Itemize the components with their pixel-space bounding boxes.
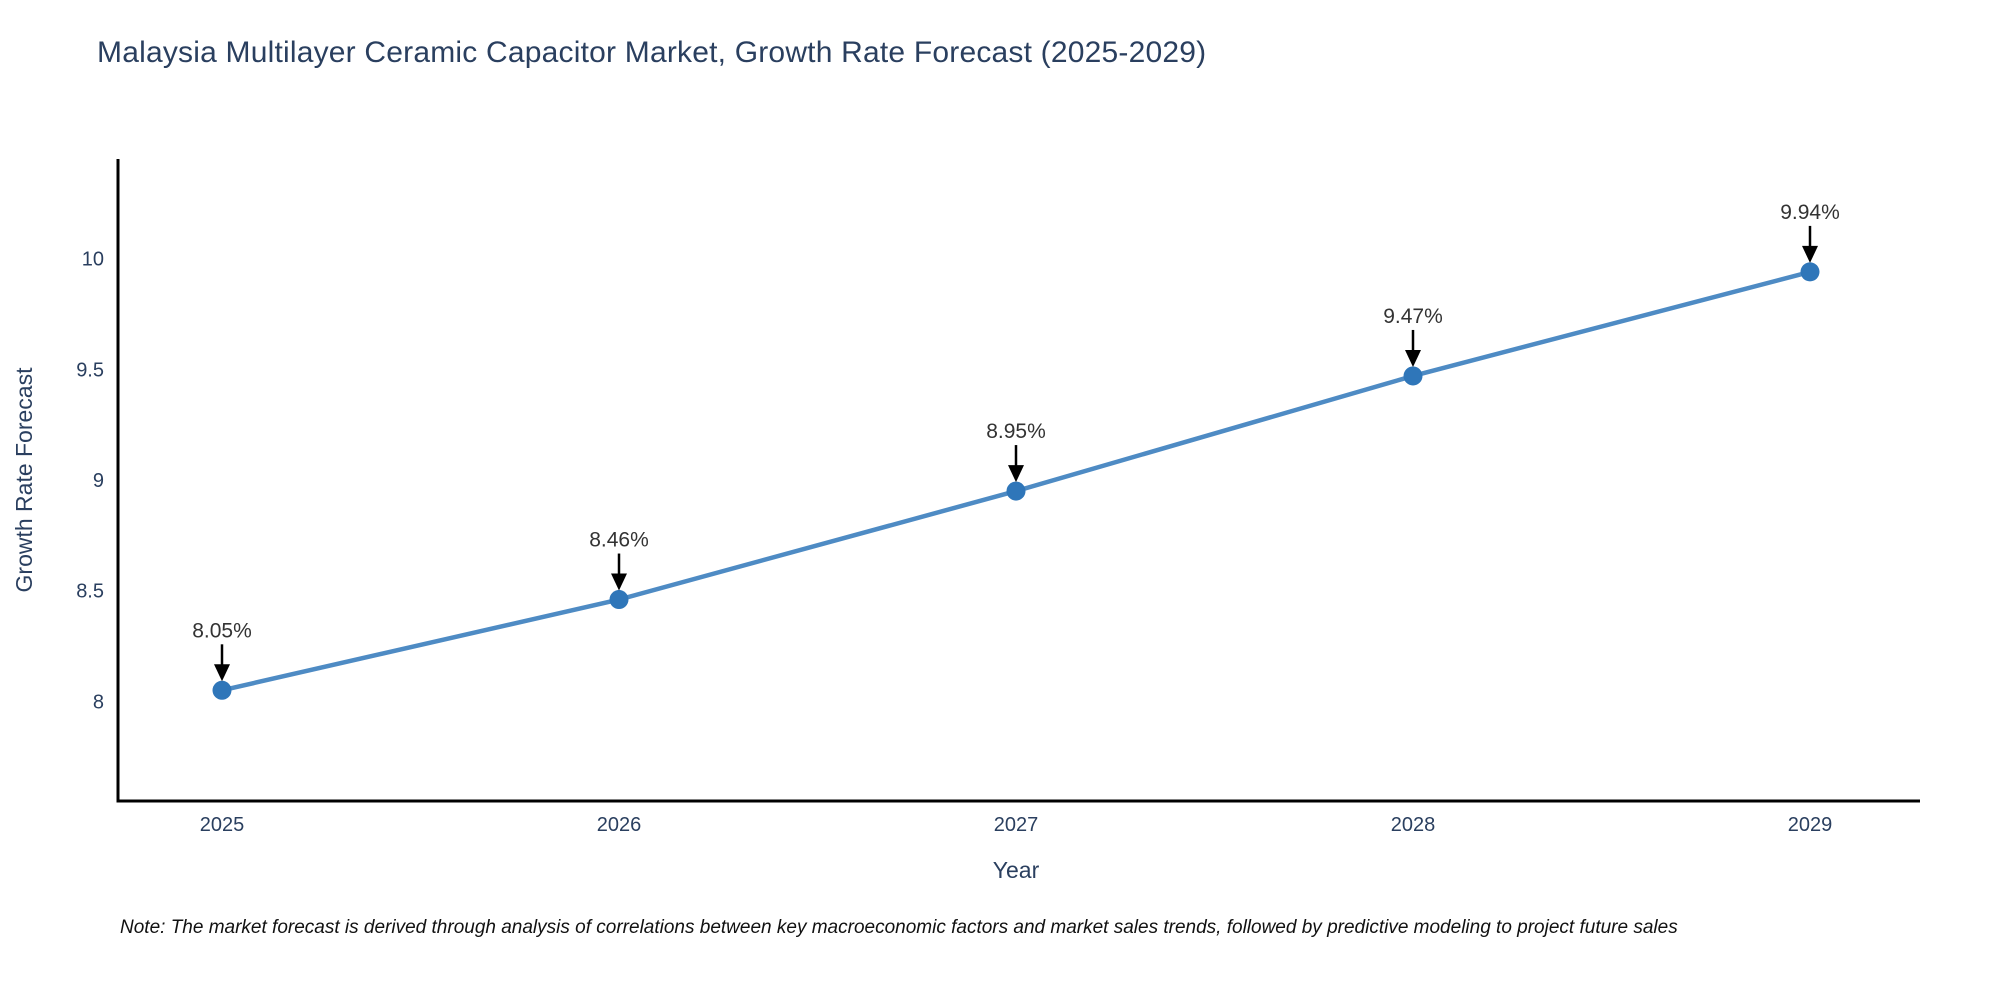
annotation-arrow-head (1802, 245, 1818, 263)
chart-title: Malaysia Multilayer Ceramic Capacitor Ma… (97, 36, 1207, 69)
x-tick-label: 2029 (1788, 814, 1833, 836)
y-tick-label: 9.5 (76, 359, 104, 381)
y-tick-label: 8.5 (76, 581, 104, 603)
data-point-marker[interactable] (212, 680, 232, 700)
data-point-marker[interactable] (609, 590, 629, 610)
y-tick-label: 9 (93, 470, 104, 492)
data-point-marker[interactable] (1006, 481, 1026, 501)
data-point-marker[interactable] (1403, 366, 1423, 386)
chart-footnote: Note: The market forecast is derived thr… (120, 917, 1678, 938)
y-tick-label: 8 (93, 691, 104, 713)
x-tick-label: 2027 (994, 814, 1039, 836)
x-axis-title: Year (993, 857, 1040, 883)
annotation-arrow-head (1405, 349, 1421, 367)
point-value-label: 8.05% (192, 619, 252, 642)
x-tick-label: 2025 (200, 814, 245, 836)
annotation-arrow-head (214, 664, 230, 682)
point-value-label: 9.47% (1383, 305, 1443, 328)
y-axis-title: Growth Rate Forecast (11, 367, 37, 593)
data-point-marker[interactable] (1800, 262, 1820, 282)
point-value-label: 9.94% (1780, 201, 1840, 224)
annotation-arrow-head (611, 573, 627, 591)
y-tick-label: 10 (82, 249, 104, 271)
x-tick-label: 2028 (1391, 814, 1436, 836)
x-tick-label: 2026 (597, 814, 642, 836)
annotation-arrow-head (1008, 465, 1024, 483)
point-value-label: 8.46% (589, 529, 649, 552)
point-value-label: 8.95% (986, 420, 1046, 443)
